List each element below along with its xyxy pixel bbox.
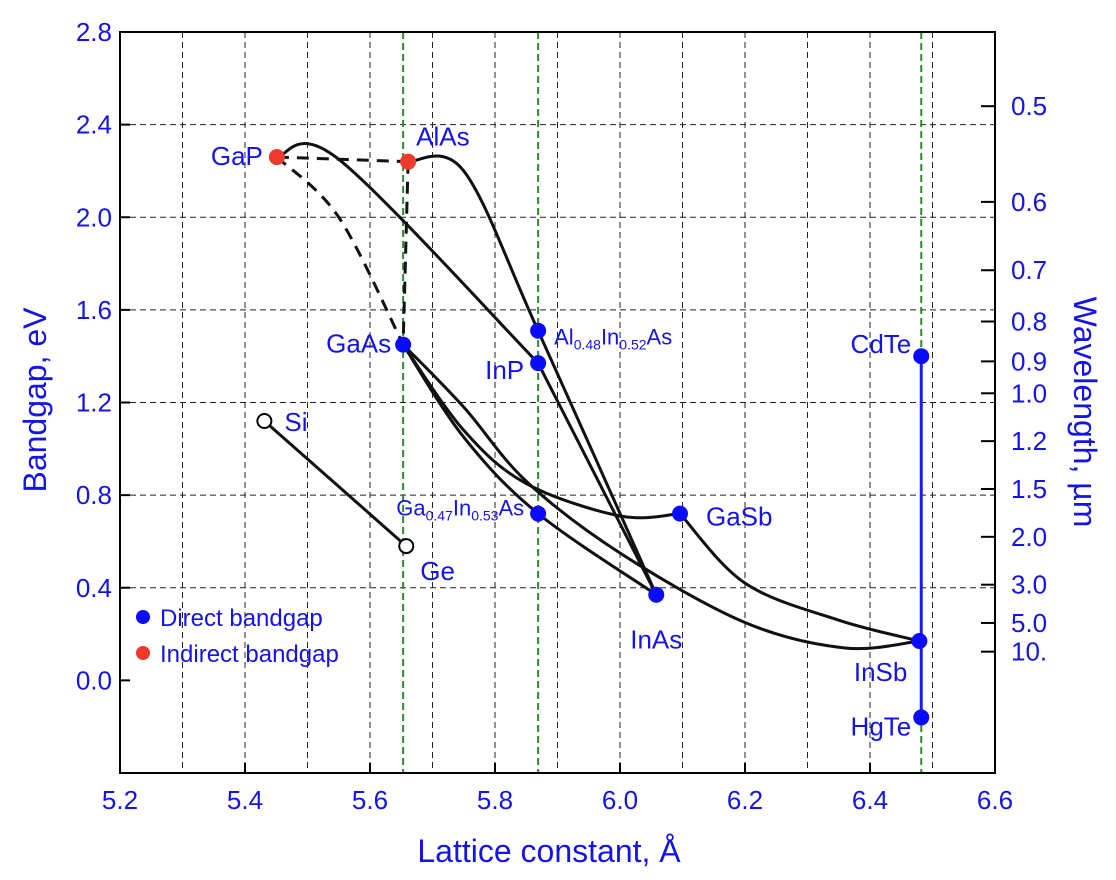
y2-tick-label: 5.0 (1011, 608, 1047, 638)
label-si: Si (284, 407, 307, 437)
curve-gasb-insb (678, 512, 920, 643)
point-gasb (672, 505, 688, 522)
y2-tick-label: 1.2 (1011, 426, 1047, 456)
label-alinas: Al0.48In0.52As (554, 325, 672, 353)
y-axis-label: Bandgap, eV (17, 307, 53, 493)
point-si (256, 413, 273, 430)
y-tick-label: 2.0 (76, 202, 112, 232)
label-cdte: CdTe (851, 329, 912, 359)
curve-alas-gaas (401, 161, 410, 345)
point-insb (911, 633, 928, 650)
y-tick-label: 2.8 (76, 17, 112, 47)
y2-tick-label: 0.9 (1011, 346, 1047, 376)
legend-marker-indirect (136, 646, 150, 660)
label-inas: InAs (630, 625, 682, 655)
y2-tick-label: 0.6 (1011, 187, 1047, 217)
curve-alas-inas (407, 154, 658, 596)
curve-gap-alas (276, 155, 409, 164)
x-tick-label: 5.8 (477, 785, 513, 815)
y2-tick-label: 10. (1011, 637, 1047, 667)
x-tick-label: 6.4 (852, 785, 888, 815)
y-tick-label: 0.8 (76, 480, 112, 510)
point-inp (530, 355, 547, 372)
y2-axis-label: Wavelength, µm (1067, 297, 1103, 528)
point-cdte (913, 348, 930, 365)
curve-gaas-insb (402, 343, 920, 651)
point-alas (400, 153, 417, 170)
point-gainas (530, 505, 547, 522)
alloy-curves (263, 142, 923, 718)
y-tick-label: 1.6 (76, 295, 112, 325)
curve-inp-inas (536, 362, 658, 596)
point-alinas (530, 322, 547, 339)
label-gap: GaP (211, 141, 263, 171)
point-hgte (913, 709, 930, 726)
y-tick-label: 0.4 (76, 573, 112, 603)
y-tick-label: 2.4 (76, 110, 112, 140)
legend-marker-direct (136, 610, 150, 624)
material-labels: GaP AlAs GaAs Al0.48In0.52As InP CdTe Si Ga0.47… (211, 122, 911, 742)
label-insb: InSb (854, 657, 908, 687)
y2-tick-label: 1.0 (1011, 378, 1047, 408)
x-tick-label: 5.6 (352, 785, 388, 815)
y2-tick-label: 0.8 (1011, 307, 1047, 337)
label-ge: Ge (420, 556, 455, 586)
y-tick-label: 0.0 (76, 665, 112, 695)
label-gaas: GaAs (326, 329, 391, 359)
x-tick-label: 5.2 (102, 785, 138, 815)
x-axis-label: Lattice constant, Å (417, 833, 681, 869)
x-tick-label: 6.6 (977, 785, 1013, 815)
point-gap (268, 149, 285, 166)
legend-label-direct: Direct bandgap (160, 605, 323, 632)
label-inp: InP (485, 355, 524, 385)
curve-si-ge (263, 419, 408, 548)
y2-tick-label: 2.0 (1011, 522, 1047, 552)
y2-tick-label: 3.0 (1011, 570, 1047, 600)
axis-ticks: 5.2 5.4 5.6 5.8 6.0 6.2 6.4 6.6 0.0 0.4 0.8 1.2 1.6 2… (76, 17, 1047, 815)
y2-tick-label: 1.5 (1011, 474, 1047, 504)
y-tick-label: 1.2 (76, 388, 112, 418)
point-ge (398, 538, 415, 555)
legend: Direct bandgap Indirect bandgap (136, 605, 339, 668)
curve-gaas-inas (401, 343, 658, 596)
point-inas (648, 586, 665, 603)
legend-label-indirect: Indirect bandgap (160, 641, 339, 668)
curve-gaas-gasb (401, 343, 681, 520)
label-alas: AlAs (416, 122, 469, 152)
point-gaas (395, 336, 412, 353)
label-gasb: GaSb (706, 502, 773, 532)
x-tick-label: 6.2 (727, 785, 763, 815)
y2-tick-label: 0.5 (1011, 91, 1047, 121)
label-gainas: Ga0.47In0.53As (396, 496, 524, 524)
label-hgte: HgTe (851, 711, 912, 741)
material-points (256, 149, 930, 726)
curve-gap-gaas (275, 155, 405, 346)
x-tick-label: 5.4 (227, 785, 263, 815)
x-tick-label: 6.0 (602, 785, 638, 815)
y2-tick-label: 0.7 (1011, 255, 1047, 285)
curve-gap-inp (276, 142, 540, 365)
